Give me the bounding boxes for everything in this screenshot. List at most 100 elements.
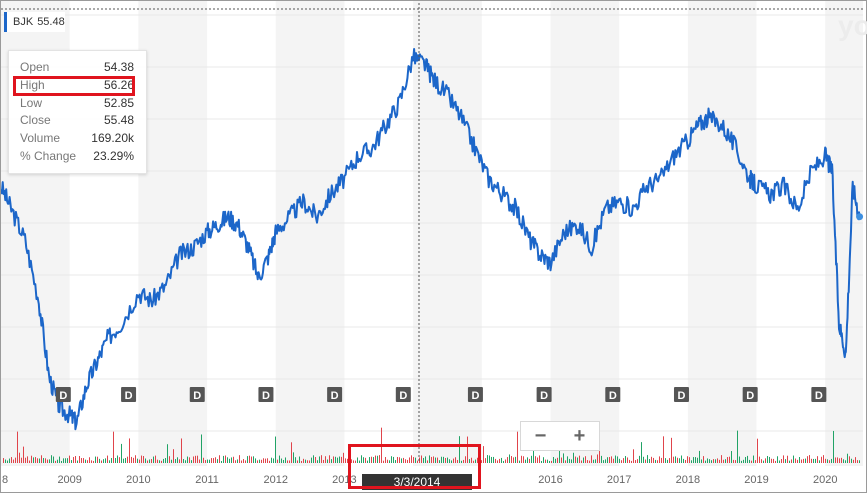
volume-bar [189, 457, 190, 463]
volume-bar [309, 460, 310, 463]
volume-bar [97, 456, 98, 463]
x-tick-label: 2010 [126, 474, 150, 486]
volume-bar [701, 459, 702, 463]
volume-bar [443, 456, 444, 463]
volume-bar [57, 459, 58, 463]
volume-bar [157, 459, 158, 463]
volume-bar [61, 460, 62, 463]
volume-bar [815, 458, 816, 463]
volume-bar [195, 455, 196, 463]
volume-bar [705, 460, 706, 463]
volume-bar [785, 459, 786, 463]
volume-bar [581, 460, 582, 463]
volume-bar [329, 455, 330, 463]
volume-bar [429, 455, 430, 463]
volume-bar [439, 460, 440, 463]
volume-bar [663, 436, 664, 463]
volume-bar [683, 458, 684, 463]
zoom-in-button[interactable]: + [573, 424, 586, 447]
volume-bar [793, 455, 794, 463]
dividend-marker [189, 387, 205, 402]
volume-bar [801, 459, 802, 463]
volume-bar [75, 456, 76, 463]
x-tick-label: 2019 [744, 474, 768, 486]
volume-bar [811, 458, 812, 463]
volume-bar [475, 459, 476, 463]
volume-bar [67, 458, 68, 463]
volume-bar [451, 460, 452, 463]
volume-bar [171, 459, 172, 463]
volume-bar [821, 456, 822, 463]
volume-bar [241, 460, 242, 463]
volume-bar [33, 457, 34, 463]
tooltip-row-volume: Volume 169.20k [20, 131, 134, 145]
volume-bar [791, 459, 792, 463]
volume-bar [101, 460, 102, 463]
volume-bar [273, 458, 274, 463]
volume-bar [15, 457, 16, 463]
volume-bar [539, 455, 540, 463]
volume-bar [327, 459, 328, 463]
volume-bar [455, 457, 456, 463]
volume-bar [163, 458, 164, 463]
volume-bar [497, 460, 498, 463]
volume-bar [29, 460, 30, 463]
volume-bar [667, 459, 668, 463]
zoom-out-button[interactable]: − [534, 424, 547, 447]
volume-bar [813, 458, 814, 463]
volume-bar [633, 449, 634, 463]
dividend-marker-label: D [331, 390, 339, 402]
volume-bar [651, 456, 652, 463]
volume-bar [173, 449, 174, 463]
volume-bar [641, 442, 642, 463]
volume-bar [87, 460, 88, 463]
volume-bar [225, 455, 226, 463]
volume-bar [733, 459, 734, 463]
volume-bar [25, 457, 26, 463]
volume-bar [597, 454, 598, 463]
volume-bar [337, 457, 338, 463]
dividend-marker-label: D [746, 390, 754, 402]
volume-bar [483, 446, 484, 463]
volume-bar [235, 460, 236, 463]
volume-bar [245, 460, 246, 463]
volume-bar [151, 459, 152, 463]
volume-bar [333, 456, 334, 463]
volume-bar [727, 457, 728, 463]
volume-bar [525, 459, 526, 463]
volume-bar [833, 430, 834, 463]
volume-bar [233, 456, 234, 463]
ticker-label[interactable]: BJK 55.48 [4, 12, 65, 32]
volume-bar [449, 459, 450, 463]
volume-bar [699, 450, 700, 463]
volume-bar [723, 459, 724, 463]
x-tick-label: 2020 [813, 474, 837, 486]
volume-bar [181, 438, 182, 463]
volume-bar [621, 460, 622, 463]
volume-bar [771, 458, 772, 463]
volume-bar [549, 460, 550, 463]
volume-bar [197, 455, 198, 463]
volume-bar [553, 456, 554, 463]
volume-bar [177, 457, 178, 463]
volume-bar [605, 459, 606, 463]
volume-bar [287, 460, 288, 463]
volume-bar [763, 460, 764, 463]
volume-bar [669, 458, 670, 463]
volume-bar [323, 459, 324, 463]
volume-bar [595, 459, 596, 463]
volume-bar [371, 456, 372, 463]
volume-bar [823, 455, 824, 463]
volume-bar [729, 456, 730, 463]
volume-bar [627, 457, 628, 463]
date-highlight-box [348, 444, 481, 489]
volume-bar [409, 457, 410, 463]
volume-bar [397, 456, 398, 463]
volume-bar [649, 459, 650, 463]
dividend-marker [258, 387, 274, 402]
volume-bar [805, 458, 806, 463]
volume-bar [773, 458, 774, 463]
volume-bar [105, 458, 106, 463]
volume-bar [509, 454, 510, 463]
